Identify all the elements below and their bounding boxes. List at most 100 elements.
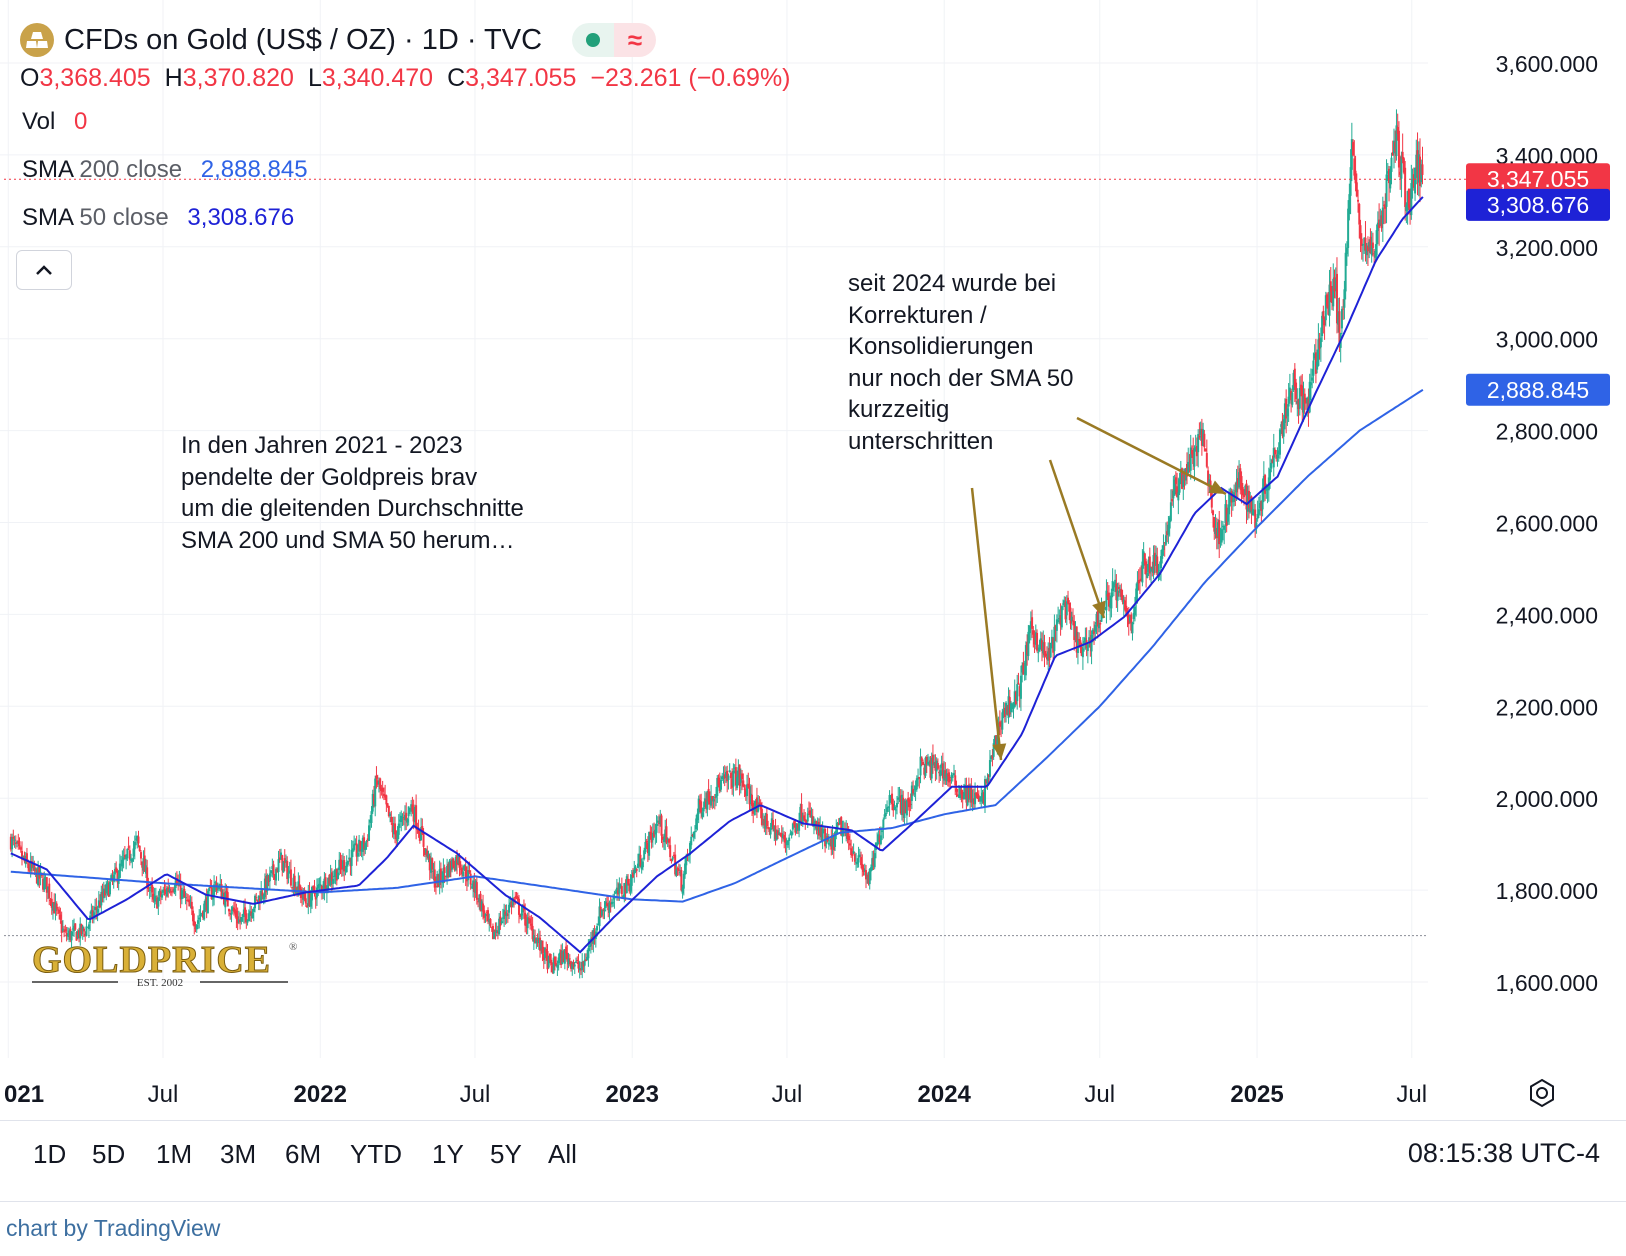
candle (99, 894, 102, 909)
candle (281, 854, 284, 877)
candle (1167, 515, 1170, 544)
candle (1214, 514, 1217, 539)
candle (137, 830, 140, 848)
candle (739, 768, 742, 794)
candle (597, 916, 600, 926)
candle (59, 907, 62, 924)
clock-readout[interactable]: 08:15:38 UTC-4 (1407, 1138, 1600, 1168)
candle (777, 825, 780, 840)
candle (411, 796, 414, 814)
candle (118, 854, 121, 879)
candle (444, 875, 447, 881)
data-delayed-icon: ≈ (614, 23, 657, 57)
candle (1174, 471, 1177, 496)
candle (1274, 447, 1277, 458)
candle (762, 813, 765, 829)
candle (877, 830, 880, 845)
candle (1344, 243, 1347, 300)
candle (574, 957, 577, 964)
candle (1376, 211, 1379, 245)
candle (169, 886, 172, 896)
candle (933, 754, 936, 768)
candle (1406, 190, 1409, 225)
candle (946, 768, 949, 787)
chart-header: CFDs on Gold (US$ / OZ) · 1D · TVC ≈ (20, 18, 657, 62)
candle (835, 819, 838, 840)
candle (891, 786, 894, 811)
candle (506, 909, 509, 923)
annotation-right: seit 2024 wurde bei Korrekturen / Konsol… (848, 270, 1074, 455)
candle (527, 909, 530, 924)
candle (570, 960, 573, 972)
candle (1228, 488, 1231, 525)
candle (1045, 646, 1048, 665)
timeframe-1y[interactable]: 1Y (432, 1139, 464, 1169)
candle (44, 873, 47, 890)
candle (724, 766, 727, 783)
candle (717, 774, 720, 788)
watermark-reg: ® (289, 941, 297, 953)
symbol-title[interactable]: CFDs on Gold (US$ / OZ) · 1D · TVC (64, 23, 543, 56)
candle (734, 758, 737, 791)
sma200-row[interactable]: SMA 200 close 2,888.845 (22, 156, 308, 184)
candle (961, 789, 964, 809)
candle (641, 857, 644, 871)
settings-icon[interactable] (1527, 1078, 1557, 1108)
market-status[interactable]: ≈ (572, 23, 657, 57)
candle (188, 895, 191, 907)
candle (752, 800, 755, 824)
candle (1394, 130, 1397, 163)
candle (376, 774, 379, 788)
candle (780, 825, 783, 844)
timeframe-5d[interactable]: 5D (92, 1139, 126, 1169)
candle (1128, 615, 1131, 624)
candle (247, 909, 250, 922)
candle (396, 826, 399, 847)
candle (624, 879, 627, 901)
candle (1017, 672, 1020, 685)
timeframe-3m[interactable]: 3M (220, 1139, 257, 1169)
candle (397, 814, 400, 840)
candle (1407, 188, 1410, 215)
y-tick-label: 3,600.000 (1496, 51, 1598, 77)
candle (1210, 490, 1213, 514)
timeframe-ytd[interactable]: YTD (350, 1139, 402, 1169)
candle (1304, 397, 1307, 410)
timeframe-6m[interactable]: 6M (285, 1139, 322, 1169)
timeframe-5y[interactable]: 5Y (490, 1139, 522, 1169)
candle (448, 859, 451, 878)
candle (413, 804, 416, 827)
timeframe-1d[interactable]: 1D (33, 1139, 67, 1169)
timeframe-1m[interactable]: 1M (156, 1139, 193, 1169)
candle (1380, 210, 1383, 232)
candle (1317, 323, 1320, 367)
candle (924, 756, 927, 779)
candle (742, 773, 745, 788)
svg-text:3,308.676: 3,308.676 (1487, 192, 1589, 218)
candle (537, 928, 540, 950)
candle (542, 946, 545, 969)
candle (1147, 556, 1150, 577)
candle (12, 829, 15, 846)
timeframe-all[interactable]: All (548, 1139, 577, 1169)
candle (136, 835, 139, 849)
candle (64, 924, 67, 933)
candle (1048, 637, 1051, 668)
volume-row[interactable]: Vol 0 (22, 108, 87, 136)
candle (415, 794, 418, 840)
tradingview-credit[interactable]: chart by TradingView (6, 1215, 221, 1241)
candle (431, 857, 434, 879)
candle (127, 836, 130, 851)
sma50-row[interactable]: SMA 50 close 3,308.676 (22, 204, 294, 232)
candle (1213, 516, 1216, 540)
collapse-legend-button[interactable] (16, 250, 72, 290)
candle (572, 959, 575, 970)
candle (848, 833, 851, 850)
candle (1067, 590, 1070, 605)
candle (371, 789, 374, 814)
candle (508, 898, 511, 920)
candle (125, 854, 128, 870)
candle (420, 817, 423, 841)
candle (1007, 687, 1010, 724)
